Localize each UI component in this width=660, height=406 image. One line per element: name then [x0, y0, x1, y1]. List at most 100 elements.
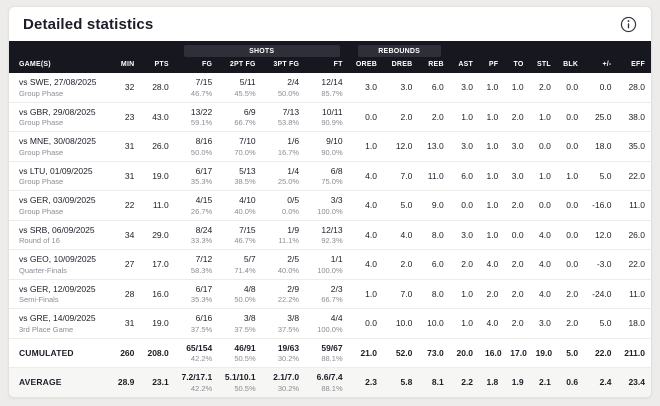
cell-ast: 3.0	[449, 220, 480, 250]
shot-percentage: 40.0%	[234, 206, 256, 216]
cell-dreb: 5.8	[382, 367, 419, 397]
table-header: SHOTS REBOUNDS GAME(S) MIN PTS FG 2PT FG 3PT …	[9, 41, 651, 73]
made-attempted: 4/10	[239, 195, 256, 205]
cell-eff: 38.0	[617, 102, 651, 132]
cell-blk: 1.0	[556, 161, 585, 191]
cell-dreb: 5.0	[382, 190, 419, 221]
made-attempted: 5/11	[239, 77, 256, 87]
cell-stl: 1.0	[529, 102, 557, 132]
shot-percentage: 33.3%	[190, 236, 213, 245]
cell-oreb: 1.0	[348, 279, 383, 309]
cell-pts: 11.0	[140, 190, 175, 221]
made-attempted: 12/13	[321, 224, 343, 235]
cell-reb: 13.0	[418, 131, 450, 162]
cell-dreb: 10.0	[382, 308, 419, 339]
column-header-ft: FT	[305, 58, 349, 73]
cell-reb: 8.0	[418, 279, 450, 309]
cell-ast: 3.0	[449, 131, 480, 162]
shot-percentage: 50.0%	[234, 295, 256, 304]
cell-pf: 1.0	[479, 190, 505, 221]
game-row: vs GRE, 14/09/2025 3rd Place Game 31 19.0 6/…	[9, 308, 651, 339]
cell-ft: 9/10 90.0%	[305, 131, 349, 162]
shot-percentage: 50.0%	[277, 88, 300, 98]
game-phase: 3rd Place Game	[19, 324, 74, 334]
cell-eff: 18.0	[617, 308, 651, 339]
cell-3pt-fg: 3/8 37.5%	[261, 308, 306, 339]
cell-pts: 16.0	[140, 279, 175, 309]
column-header-fg: FG	[174, 58, 219, 73]
info-icon	[620, 16, 637, 33]
made-attempted: 5/7	[243, 254, 256, 264]
stats-table: SHOTS REBOUNDS GAME(S) MIN PTS FG 2PT FG 3PT …	[9, 41, 651, 397]
game-phase: Group Phase	[19, 118, 64, 127]
cell-pts: 43.0	[140, 102, 175, 132]
cell-to: 17.0	[504, 337, 530, 368]
cell-2pt-fg: 5/7 71.4%	[218, 249, 262, 280]
column-header-to: TO	[504, 58, 530, 73]
info-button[interactable]	[620, 16, 637, 33]
cell-ft: 6/8 75.0%	[305, 161, 349, 191]
cell-to: 3.0	[504, 131, 530, 162]
shot-percentage: 100.0%	[317, 265, 343, 275]
shot-percentage: 26.7%	[190, 206, 213, 216]
shot-percentage: 90.9%	[321, 118, 343, 127]
cell-plus-minus: 2.4	[584, 367, 618, 397]
cell-eff: 211.0	[617, 337, 651, 368]
cell-stl: 4.0	[529, 279, 557, 309]
shot-percentage: 11.1%	[278, 236, 300, 245]
cell-blk: 0.0	[556, 249, 585, 280]
column-header-: +/-	[584, 58, 618, 73]
game-name: vs SWE, 27/08/2025	[19, 77, 97, 87]
cell-3pt-fg: 1/9 11.1%	[261, 220, 306, 250]
cell-oreb: 4.0	[348, 220, 383, 250]
cell-ast: 3.0	[449, 73, 480, 103]
game-name: vs GRE, 14/09/2025	[19, 313, 96, 323]
shot-percentage: 75.0%	[321, 177, 343, 186]
cell-plus-minus: 5.0	[584, 161, 618, 191]
cell-stl: 4.0	[529, 249, 557, 280]
cell-reb: 9.0	[418, 190, 450, 221]
cell-stl: 2.0	[529, 73, 557, 103]
cell-min: 32	[110, 73, 141, 103]
cell-fg: 6/17 35.3%	[174, 279, 219, 309]
made-attempted: 2.1/7.0	[273, 372, 300, 382]
made-attempted: 6/16	[195, 313, 213, 323]
group-header-spacer-left	[9, 41, 175, 58]
made-attempted: 4/15	[195, 195, 213, 205]
shots-group-header: SHOTS	[183, 45, 340, 57]
cell-pf: 1.8	[479, 367, 505, 397]
cell-dreb: 52.0	[382, 337, 419, 368]
game-name: vs GBR, 29/08/2025	[19, 106, 96, 117]
cell-3pt-fg: 2.1/7.0 30.2%	[261, 367, 306, 397]
made-attempted: 1/6	[287, 136, 300, 146]
cell-3pt-fg: 2/9 22.2%	[261, 279, 306, 309]
made-attempted: 7/10	[239, 136, 256, 146]
cell-to: 2.0	[504, 249, 530, 280]
cell-fg: 7/12 58.3%	[174, 249, 219, 280]
cell-ft: 10/11 90.9%	[305, 102, 349, 132]
cell-min: 260	[110, 337, 141, 368]
shot-percentage: 45.5%	[234, 88, 256, 98]
cell-ast: 6.0	[449, 161, 480, 191]
made-attempted: 10/11	[321, 106, 343, 117]
cell-blk: 0.0	[556, 131, 585, 162]
cell-2pt-fg: 3/8 37.5%	[218, 308, 262, 339]
shot-percentage: 30.2%	[277, 354, 300, 363]
shot-percentage: 90.0%	[321, 147, 343, 157]
shot-percentage: 16.7%	[277, 147, 300, 157]
cell-2pt-fg: 5.1/10.1 50.5%	[218, 367, 262, 397]
cell-dreb: 7.0	[382, 279, 419, 309]
cell-plus-minus: 25.0	[584, 102, 618, 132]
cell-to: 1.9	[504, 367, 530, 397]
game-phase: Group Phase	[19, 177, 64, 186]
cell-min: 28.9	[110, 367, 141, 397]
cell-eff: 22.0	[617, 161, 651, 191]
made-attempted: 7.2/17.1	[181, 372, 213, 382]
shot-percentage: 25.0%	[277, 177, 300, 186]
shot-percentage: 100.0%	[317, 324, 343, 334]
row-label: CUMULATED	[9, 337, 111, 368]
cell-to: 2.0	[504, 308, 530, 339]
column-header-ast: AST	[449, 58, 480, 73]
shot-percentage: 46.7%	[190, 88, 213, 98]
cell-reb: 11.0	[418, 161, 450, 191]
